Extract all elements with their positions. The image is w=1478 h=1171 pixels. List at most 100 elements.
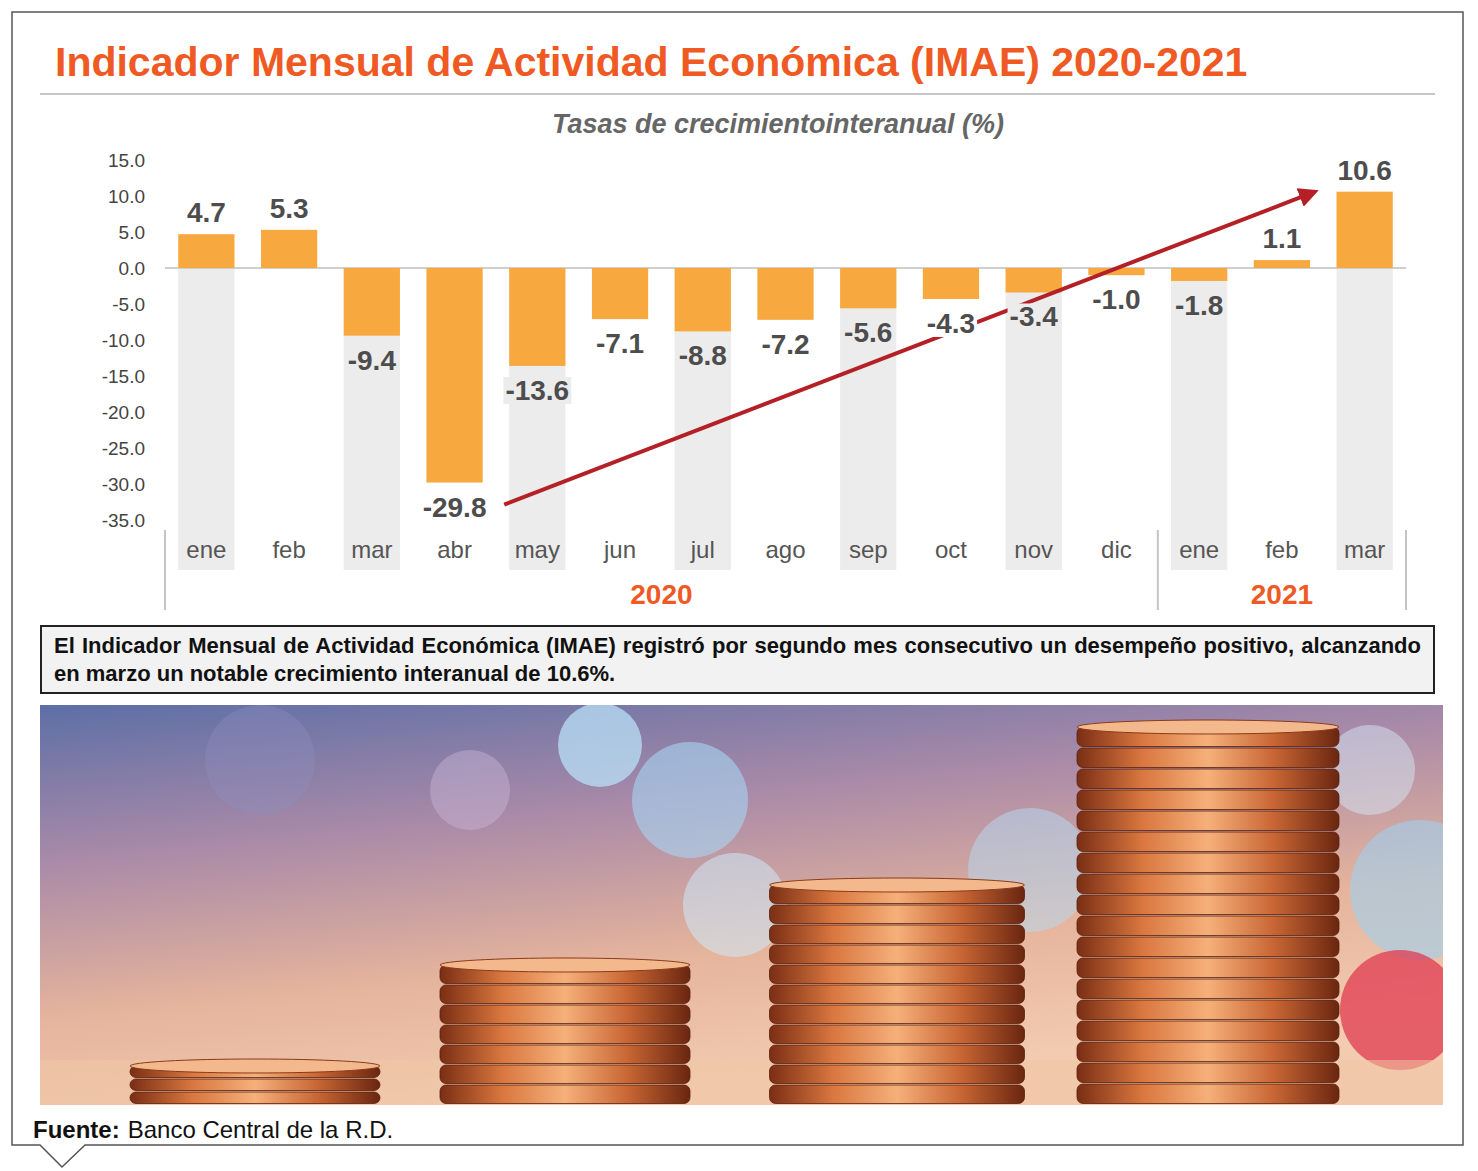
coin — [440, 1025, 690, 1044]
y-tick-label: 15.0 — [108, 150, 145, 171]
coin — [1077, 790, 1339, 810]
photo — [40, 705, 1443, 1105]
coin — [1077, 1042, 1339, 1062]
group-separator — [164, 530, 166, 610]
frame — [12, 12, 1463, 1167]
y-tick-label: 0.0 — [119, 258, 145, 279]
data-label: 4.7 — [187, 197, 226, 228]
y-tick-label: -5.0 — [112, 294, 145, 315]
coin-top — [440, 958, 690, 972]
x-tick-label: may — [515, 536, 560, 563]
x-tick-label: oct — [935, 536, 967, 563]
title: Indicador Mensual de Actividad Económica… — [55, 39, 1247, 85]
subtitle: Tasas de crecimientointeranual (%) — [552, 109, 1004, 139]
bar — [426, 268, 482, 483]
coin — [1077, 1063, 1339, 1083]
bokeh — [430, 750, 510, 830]
group-separator — [1405, 530, 1407, 610]
coin — [770, 945, 1025, 964]
data-label: 5.3 — [270, 193, 309, 224]
coin-top — [130, 1059, 380, 1073]
coin-stack — [770, 878, 1025, 1104]
column-band — [344, 268, 400, 570]
coin — [770, 1065, 1025, 1084]
coin — [770, 965, 1025, 984]
column-band — [1337, 268, 1393, 570]
coin — [1077, 853, 1339, 873]
coin — [1077, 979, 1339, 999]
trend-arrow — [504, 192, 1315, 505]
bar — [344, 268, 400, 336]
bar — [923, 268, 979, 299]
coin — [1077, 874, 1339, 894]
source-text: Banco Central de la R.D. — [128, 1116, 393, 1143]
coin — [130, 1092, 380, 1104]
x-tick-label: nov — [1014, 536, 1053, 563]
bar — [1171, 268, 1227, 281]
y-tick-label: 5.0 — [119, 222, 145, 243]
coin — [770, 985, 1025, 1004]
y-tick-label: -25.0 — [102, 438, 145, 459]
bar — [509, 268, 565, 366]
data-label: -3.4 — [1010, 301, 1059, 332]
coin-stack — [130, 1059, 380, 1104]
x-tick-label: jul — [690, 536, 715, 563]
photo-bg — [40, 705, 1443, 1105]
bar — [178, 234, 234, 268]
coin — [1077, 895, 1339, 915]
coin — [440, 1085, 690, 1104]
coin — [1077, 1084, 1339, 1104]
data-labels: 4.75.3-9.4-29.8-13.6-7.1-8.8-7.2-5.6-4.3… — [185, 155, 1394, 523]
coin-stack — [1077, 720, 1339, 1104]
column-band — [1171, 268, 1227, 570]
data-label: -4.3 — [927, 308, 975, 339]
data-label: -7.2 — [761, 329, 809, 360]
chart-canvas: Indicador Mensual de Actividad Económica… — [0, 0, 1478, 1171]
bar — [1006, 268, 1062, 292]
coin — [440, 1005, 690, 1024]
y-tick-label: -30.0 — [102, 474, 145, 495]
x-tick-label: feb — [272, 536, 305, 563]
bokeh — [632, 742, 748, 858]
x-tick-label: mar — [1344, 536, 1385, 563]
x-tick-label: abr — [437, 536, 472, 563]
data-label: -13.6 — [505, 375, 569, 406]
coin — [440, 1045, 690, 1064]
source: Fuente: Banco Central de la R.D. — [33, 1116, 393, 1143]
data-label: -29.8 — [423, 492, 487, 523]
bokeh — [1350, 820, 1443, 960]
x-tick-label: jun — [603, 536, 636, 563]
data-label: -1.0 — [1092, 284, 1140, 315]
coin — [1077, 748, 1339, 768]
coin — [1077, 811, 1339, 831]
coin — [440, 985, 690, 1004]
coin — [1077, 916, 1339, 936]
coin — [130, 1079, 380, 1091]
y-tick-label: -10.0 — [102, 330, 145, 351]
data-label: -7.1 — [596, 328, 644, 359]
column-band — [509, 268, 565, 570]
source-label: Fuente: — [33, 1116, 120, 1143]
coin — [770, 905, 1025, 924]
y-tick-label: -15.0 — [102, 366, 145, 387]
group-label: 2021 — [1251, 579, 1313, 610]
coin — [440, 1065, 690, 1084]
y-tick-label: -35.0 — [102, 510, 145, 531]
coin — [770, 1025, 1025, 1044]
bar — [1254, 260, 1310, 268]
bar — [592, 268, 648, 319]
x-tick-label: feb — [1265, 536, 1298, 563]
x-tick-label: sep — [849, 536, 888, 563]
group-separator — [1157, 530, 1159, 610]
coin — [770, 1005, 1025, 1024]
table-surface — [40, 1060, 1443, 1105]
caption: El Indicador Mensual de Actividad Económ… — [40, 625, 1435, 694]
data-label: 10.6 — [1337, 155, 1392, 186]
x-tick-label: ago — [765, 536, 805, 563]
coin-top — [770, 878, 1025, 892]
data-label: -5.6 — [844, 317, 892, 348]
x-tick-label: mar — [351, 536, 392, 563]
column-band — [840, 268, 896, 570]
y-tick-label: -20.0 — [102, 402, 145, 423]
coin — [770, 1045, 1025, 1064]
